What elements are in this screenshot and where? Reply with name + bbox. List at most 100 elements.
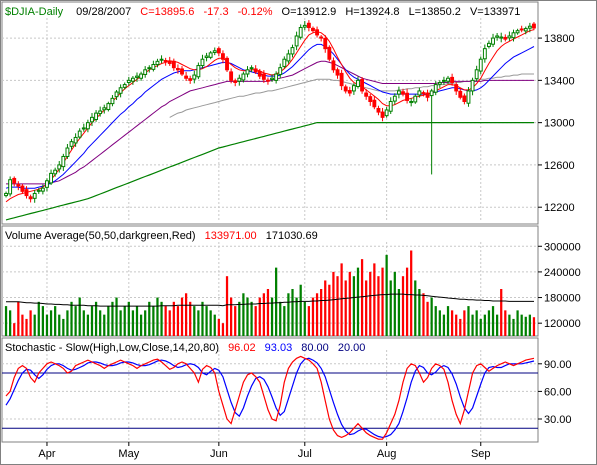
stochastic-tick-label: 30.00 [544, 414, 572, 426]
candle-body [495, 35, 500, 38]
candle-body [347, 90, 352, 94]
ma-blue-line [5, 43, 535, 189]
candle [163, 57, 168, 66]
period-label: Daily [39, 6, 64, 18]
candle [302, 20, 307, 31]
candle-body [429, 90, 434, 97]
candle-body [380, 111, 385, 118]
candle [380, 107, 385, 122]
candle [90, 113, 94, 127]
candle-body [4, 192, 8, 197]
candle-body [208, 52, 213, 58]
candle-body [360, 79, 365, 92]
candle [36, 187, 41, 194]
price-header: $DJIA-Daily 09/28/2007 C=13895.6 -17.3 -… [5, 6, 520, 18]
candle-body [384, 109, 389, 117]
candle [315, 26, 319, 38]
candle [249, 65, 254, 73]
candle-body [515, 30, 520, 34]
candle-body [523, 28, 528, 32]
candle [16, 181, 21, 191]
candle-body [503, 36, 508, 40]
candle-body [396, 90, 401, 95]
candle [507, 31, 512, 41]
candle [233, 78, 238, 87]
candle [527, 22, 532, 33]
candle [143, 66, 148, 78]
candle [212, 47, 217, 56]
candle-body [204, 55, 209, 59]
candle-body [49, 172, 53, 184]
candle-body [16, 184, 21, 187]
price-tick-label: 12200 [544, 202, 575, 214]
stochastic-indicator-label: Stochastic - Slow(High,Low,Close,14,20,8… [5, 342, 219, 354]
candle [487, 40, 491, 49]
candle [216, 46, 221, 57]
candle-body [290, 47, 295, 55]
candle [73, 133, 78, 147]
candle-body [335, 69, 340, 76]
candle [53, 167, 58, 177]
candle-body [417, 90, 422, 96]
candle-body [135, 75, 139, 78]
change-label: -17.3 [203, 6, 228, 18]
time-tick-label: Sep [471, 448, 491, 460]
candle-body [388, 101, 393, 112]
candle-body [302, 24, 307, 28]
candle-body [184, 75, 189, 79]
candle [491, 33, 495, 47]
candle [388, 97, 393, 114]
candle-body [57, 164, 62, 170]
candle-body [155, 60, 160, 66]
candle [474, 65, 479, 82]
candle-body [45, 180, 49, 188]
candle-body [356, 79, 360, 87]
volume-value-avg: 171030.69 [266, 230, 318, 242]
candle-body [405, 92, 410, 101]
candle [122, 82, 127, 90]
candle [278, 63, 283, 79]
candle [495, 33, 500, 41]
price-tick-label: 12600 [544, 160, 575, 172]
candle [81, 123, 86, 132]
candle [171, 58, 176, 71]
candle [462, 93, 467, 105]
candle-body [364, 92, 369, 97]
candle-body [425, 92, 430, 98]
stochastic-tick-label: 60.00 [544, 386, 572, 398]
volume-average [6, 293, 534, 307]
candle-body [28, 196, 33, 200]
volume-tick-label: 180000 [544, 293, 581, 305]
ma-green-line [5, 121, 534, 221]
candle [368, 93, 373, 106]
volume-tick-label: 240000 [544, 267, 581, 279]
candle [106, 101, 111, 112]
candle [57, 161, 62, 173]
candle [294, 31, 299, 51]
candle-body [65, 147, 70, 157]
candle-body [339, 72, 344, 87]
candle-body [98, 110, 103, 115]
price-tick-label: 13800 [544, 33, 575, 45]
candle-body [343, 86, 348, 92]
candle-body [376, 107, 381, 113]
candle-body [478, 58, 483, 72]
candle-body [237, 77, 242, 82]
candle [482, 44, 487, 63]
candle [24, 186, 29, 199]
volume-tick-label: 120000 [544, 318, 581, 330]
candle [417, 87, 422, 98]
candle [155, 58, 160, 68]
time-axis: Apr May Jun Jul Aug Sep [38, 442, 491, 460]
price-candles [4, 20, 536, 203]
candle-body [8, 179, 13, 195]
candle [466, 87, 471, 107]
candle-body [286, 53, 291, 62]
candle [298, 24, 303, 40]
time-tick-label: Jun [210, 448, 228, 460]
candle [192, 70, 197, 84]
time-tick-label: May [118, 448, 139, 460]
candle [237, 74, 242, 86]
candle-body [20, 185, 25, 192]
candle-body [159, 58, 164, 61]
